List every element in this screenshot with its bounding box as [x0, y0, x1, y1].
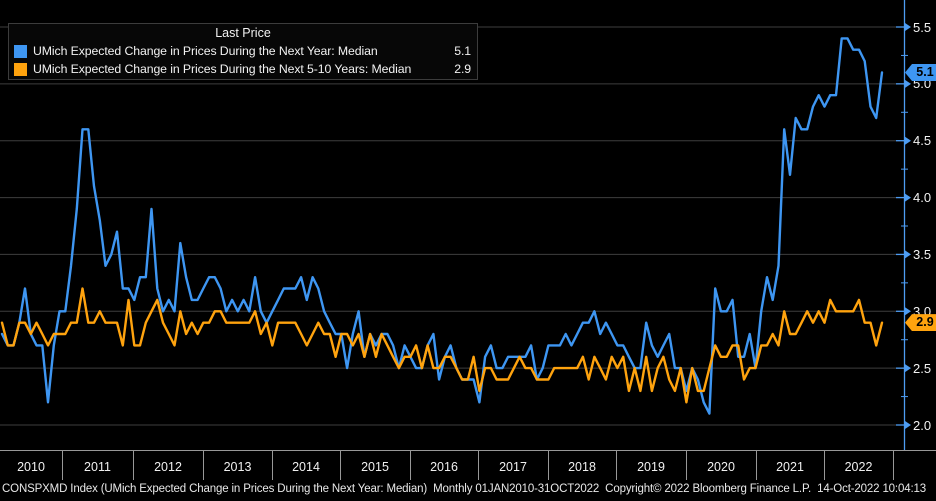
chart-legend: Last Price UMich Expected Change in Pric…: [8, 23, 478, 80]
x-axis-year-label: 2018: [568, 460, 596, 474]
last-price-tag-5-10-years: 2.9: [905, 314, 936, 332]
x-axis-year-label: 2020: [707, 460, 735, 474]
series-5-10-years-swatch-icon: [14, 62, 27, 76]
legend-series-value: 2.9: [454, 62, 471, 76]
x-axis-year-label: 2016: [430, 460, 458, 474]
y-axis-label: 4.0: [913, 190, 932, 206]
x-axis-year-label: 2017: [499, 460, 527, 474]
x-axis-year-label: 2011: [84, 460, 111, 474]
series-line-1: [0, 287, 884, 404]
x-axis-year-label: 2019: [637, 460, 665, 474]
legend-series-label: UMich Expected Change in Prices During t…: [33, 62, 412, 76]
y-axis-label: 4.5: [913, 133, 932, 149]
x-axis-year-label: 2021: [776, 460, 804, 474]
y-axis-tick-arrow-icon: [905, 79, 911, 88]
y-axis-tick-arrow-icon: [905, 364, 911, 373]
x-axis-year-label: 2013: [223, 460, 252, 474]
x-axis-year-label: 2010: [17, 460, 45, 474]
y-axis-label: 5.5: [913, 19, 932, 35]
x-axis-year-label: 2015: [361, 460, 389, 474]
y-axis-tick-arrow-icon: [905, 136, 911, 145]
y-axis-label: 3.5: [913, 246, 932, 262]
status-bar: CONSPXMD Index (UMich Expected Change in…: [2, 483, 927, 495]
x-axis-year-label: 2014: [292, 460, 320, 474]
price-chart[interactable]: [0, 0, 936, 482]
y-axis-tick-arrow-icon: [905, 23, 911, 32]
y-axis-tick-arrow-icon: [905, 307, 911, 316]
last-price-tag-next-year: 5.1: [905, 63, 936, 81]
series-next-year-swatch-icon: [14, 44, 27, 58]
x-axis-year-label: 2022: [844, 460, 873, 474]
legend-series-value: 5.1: [454, 44, 471, 58]
series-line-0: [0, 37, 884, 415]
y-axis-tick-arrow-icon: [905, 250, 911, 259]
legend-series-5-10-years[interactable]: UMich Expected Change in Prices During t…: [9, 60, 477, 78]
legend-title: Last Price: [215, 26, 271, 40]
y-axis-label: 2.0: [913, 417, 932, 433]
y-axis-label: 2.5: [913, 360, 932, 376]
legend-series-next-year[interactable]: UMich Expected Change in Prices During t…: [9, 42, 477, 60]
y-axis-tick-arrow-icon: [905, 421, 911, 429]
y-axis-tick-arrow-icon: [905, 193, 911, 202]
x-axis-year-label: 2012: [154, 460, 182, 474]
legend-series-label: UMich Expected Change in Prices During t…: [33, 44, 378, 58]
